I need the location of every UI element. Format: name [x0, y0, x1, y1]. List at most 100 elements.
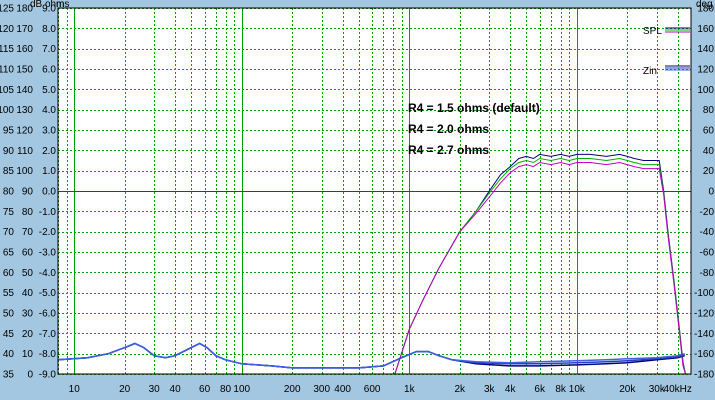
y-tick-ms: 7.0 — [42, 44, 56, 55]
y-tick-db: 85 — [3, 166, 15, 177]
y-tick-ohm: 110 — [17, 146, 33, 157]
y-tick-db: 60 — [3, 268, 15, 279]
y-tick-ms: -4.0 — [39, 268, 57, 279]
annotation-r4-2-7: R4 = 2.7 ohms — [408, 143, 489, 157]
x-tick-label: 80 — [220, 384, 232, 395]
y-tick-ohm: 170 — [16, 24, 33, 35]
y-tick-db: 55 — [3, 288, 15, 299]
y-tick-ms: 8.0 — [42, 24, 56, 35]
y-tick-ms: 1.0 — [42, 166, 56, 177]
axis-header-db: dB — [30, 0, 43, 10]
x-tick-label: 8k — [555, 384, 567, 395]
x-tick-label: 20k — [619, 384, 636, 395]
y-tick-db: 75 — [3, 207, 15, 218]
y-tick-deg: 60 — [703, 126, 715, 137]
y-tick-deg: -140 — [694, 329, 714, 340]
y-tick-db: 70 — [3, 227, 15, 238]
x-tick-label: 4k — [505, 384, 517, 395]
y-tick-ohm: 90 — [22, 187, 34, 198]
y-tick-db: 115 — [0, 44, 14, 55]
y-tick-ms: -5.0 — [39, 288, 57, 299]
y-tick-ohm: 140 — [16, 85, 33, 96]
x-tick-label: 100 — [233, 384, 250, 395]
y-tick-labels: 1251201151101051009590858075706560555045… — [0, 4, 714, 381]
axis-header-ohm: ohm — [45, 0, 64, 10]
y-tick-ms: -2.0 — [39, 227, 57, 238]
y-tick-deg: 100 — [697, 85, 714, 96]
x-tick-label: 6k — [534, 384, 546, 395]
y-tick-db: 90 — [3, 146, 15, 157]
x-tick-label: 10 — [69, 384, 81, 395]
y-tick-ohm: 100 — [16, 166, 33, 177]
y-tick-deg: 0 — [708, 187, 714, 198]
y-tick-db: 95 — [3, 126, 15, 137]
x-tick-label: 400 — [334, 384, 351, 395]
x-tick-label: 3k — [484, 384, 496, 395]
y-tick-ms: 3.0 — [42, 126, 56, 137]
spl-series-3 — [394, 161, 686, 375]
y-tick-deg: -180 — [694, 370, 714, 381]
y-tick-deg: 40 — [703, 146, 715, 157]
y-tick-ohm: 30 — [22, 309, 34, 320]
y-tick-ms: 9.0 — [42, 4, 56, 15]
x-tick-label: 2k — [454, 384, 466, 395]
x-tick-label: 1k — [404, 384, 416, 395]
y-tick-db: 40 — [3, 349, 15, 360]
x-tick-label: 20 — [119, 384, 131, 395]
legend-label-zin: Zin — [643, 66, 657, 77]
grid — [58, 8, 691, 375]
x-tick-label: 200 — [284, 384, 301, 395]
axis-header-ms: ms — [56, 0, 69, 10]
y-tick-ohm: 10 — [22, 349, 34, 360]
annotation-r4-1-5: R4 = 1.5 ohms (default) — [408, 101, 540, 115]
x-tick-label: 600 — [364, 384, 381, 395]
y-tick-deg: -60 — [700, 248, 715, 259]
y-tick-db: 120 — [0, 24, 14, 35]
y-tick-ms: -1.0 — [39, 207, 57, 218]
y-tick-ms: -7.0 — [39, 329, 57, 340]
y-tick-ohm: 130 — [16, 105, 33, 116]
y-tick-ohm: 60 — [22, 248, 34, 259]
y-tick-db: 105 — [0, 85, 14, 96]
y-tick-db: 125 — [0, 4, 14, 15]
y-tick-ohm: 180 — [16, 4, 33, 15]
x-tick-labels: 10 20 30 40 60 80 100 200 300 400 600 1k 2k 3k 4k 6k 8k 1… — [69, 384, 692, 395]
y-tick-db: 45 — [3, 329, 15, 340]
legend: SPL Zin — [643, 26, 690, 77]
y-tick-deg: 160 — [697, 24, 714, 35]
x-tick-label: 60 — [199, 384, 211, 395]
y-tick-ms: -3.0 — [39, 248, 57, 259]
y-tick-deg: -100 — [694, 288, 714, 299]
y-tick-ohm: 20 — [22, 329, 34, 340]
y-tick-ohm: 70 — [22, 227, 34, 238]
y-tick-deg: -160 — [694, 349, 714, 360]
y-tick-ms: 0.0 — [42, 187, 56, 198]
y-tick-ohm: 80 — [22, 207, 34, 218]
axis-header-deg: deg — [696, 0, 713, 10]
y-tick-deg: 80 — [703, 105, 715, 116]
y-tick-db: 110 — [0, 65, 14, 76]
x-tick-label: 30k — [649, 384, 666, 395]
x-tick-label: 300 — [313, 384, 330, 395]
y-tick-ohm: 160 — [16, 44, 33, 55]
y-tick-ms: 6.0 — [42, 65, 56, 76]
y-tick-ms: 2.0 — [42, 146, 56, 157]
y-tick-deg: 20 — [703, 166, 715, 177]
annotation-r4-2-0: R4 = 2.0 ohms — [408, 122, 489, 136]
y-tick-ms: -8.0 — [39, 349, 57, 360]
y-tick-ms: -6.0 — [39, 309, 57, 320]
y-tick-db: 100 — [0, 105, 14, 116]
y-tick-db: 65 — [3, 248, 15, 259]
y-tick-deg: 120 — [697, 65, 714, 76]
y-tick-ohm: 0 — [27, 370, 33, 381]
x-tick-label: 10k — [569, 384, 586, 395]
x-tick-label: 40 — [170, 384, 182, 395]
series-layer — [57, 153, 686, 375]
y-tick-ohm: 120 — [16, 126, 33, 137]
y-tick-ohm: 150 — [16, 65, 33, 76]
y-tick-ms: 5.0 — [42, 85, 56, 96]
y-tick-db: 50 — [3, 309, 15, 320]
y-tick-db: 80 — [3, 187, 15, 198]
legend-label-spl: SPL — [643, 26, 662, 37]
y-tick-ms: 4.0 — [42, 105, 56, 116]
